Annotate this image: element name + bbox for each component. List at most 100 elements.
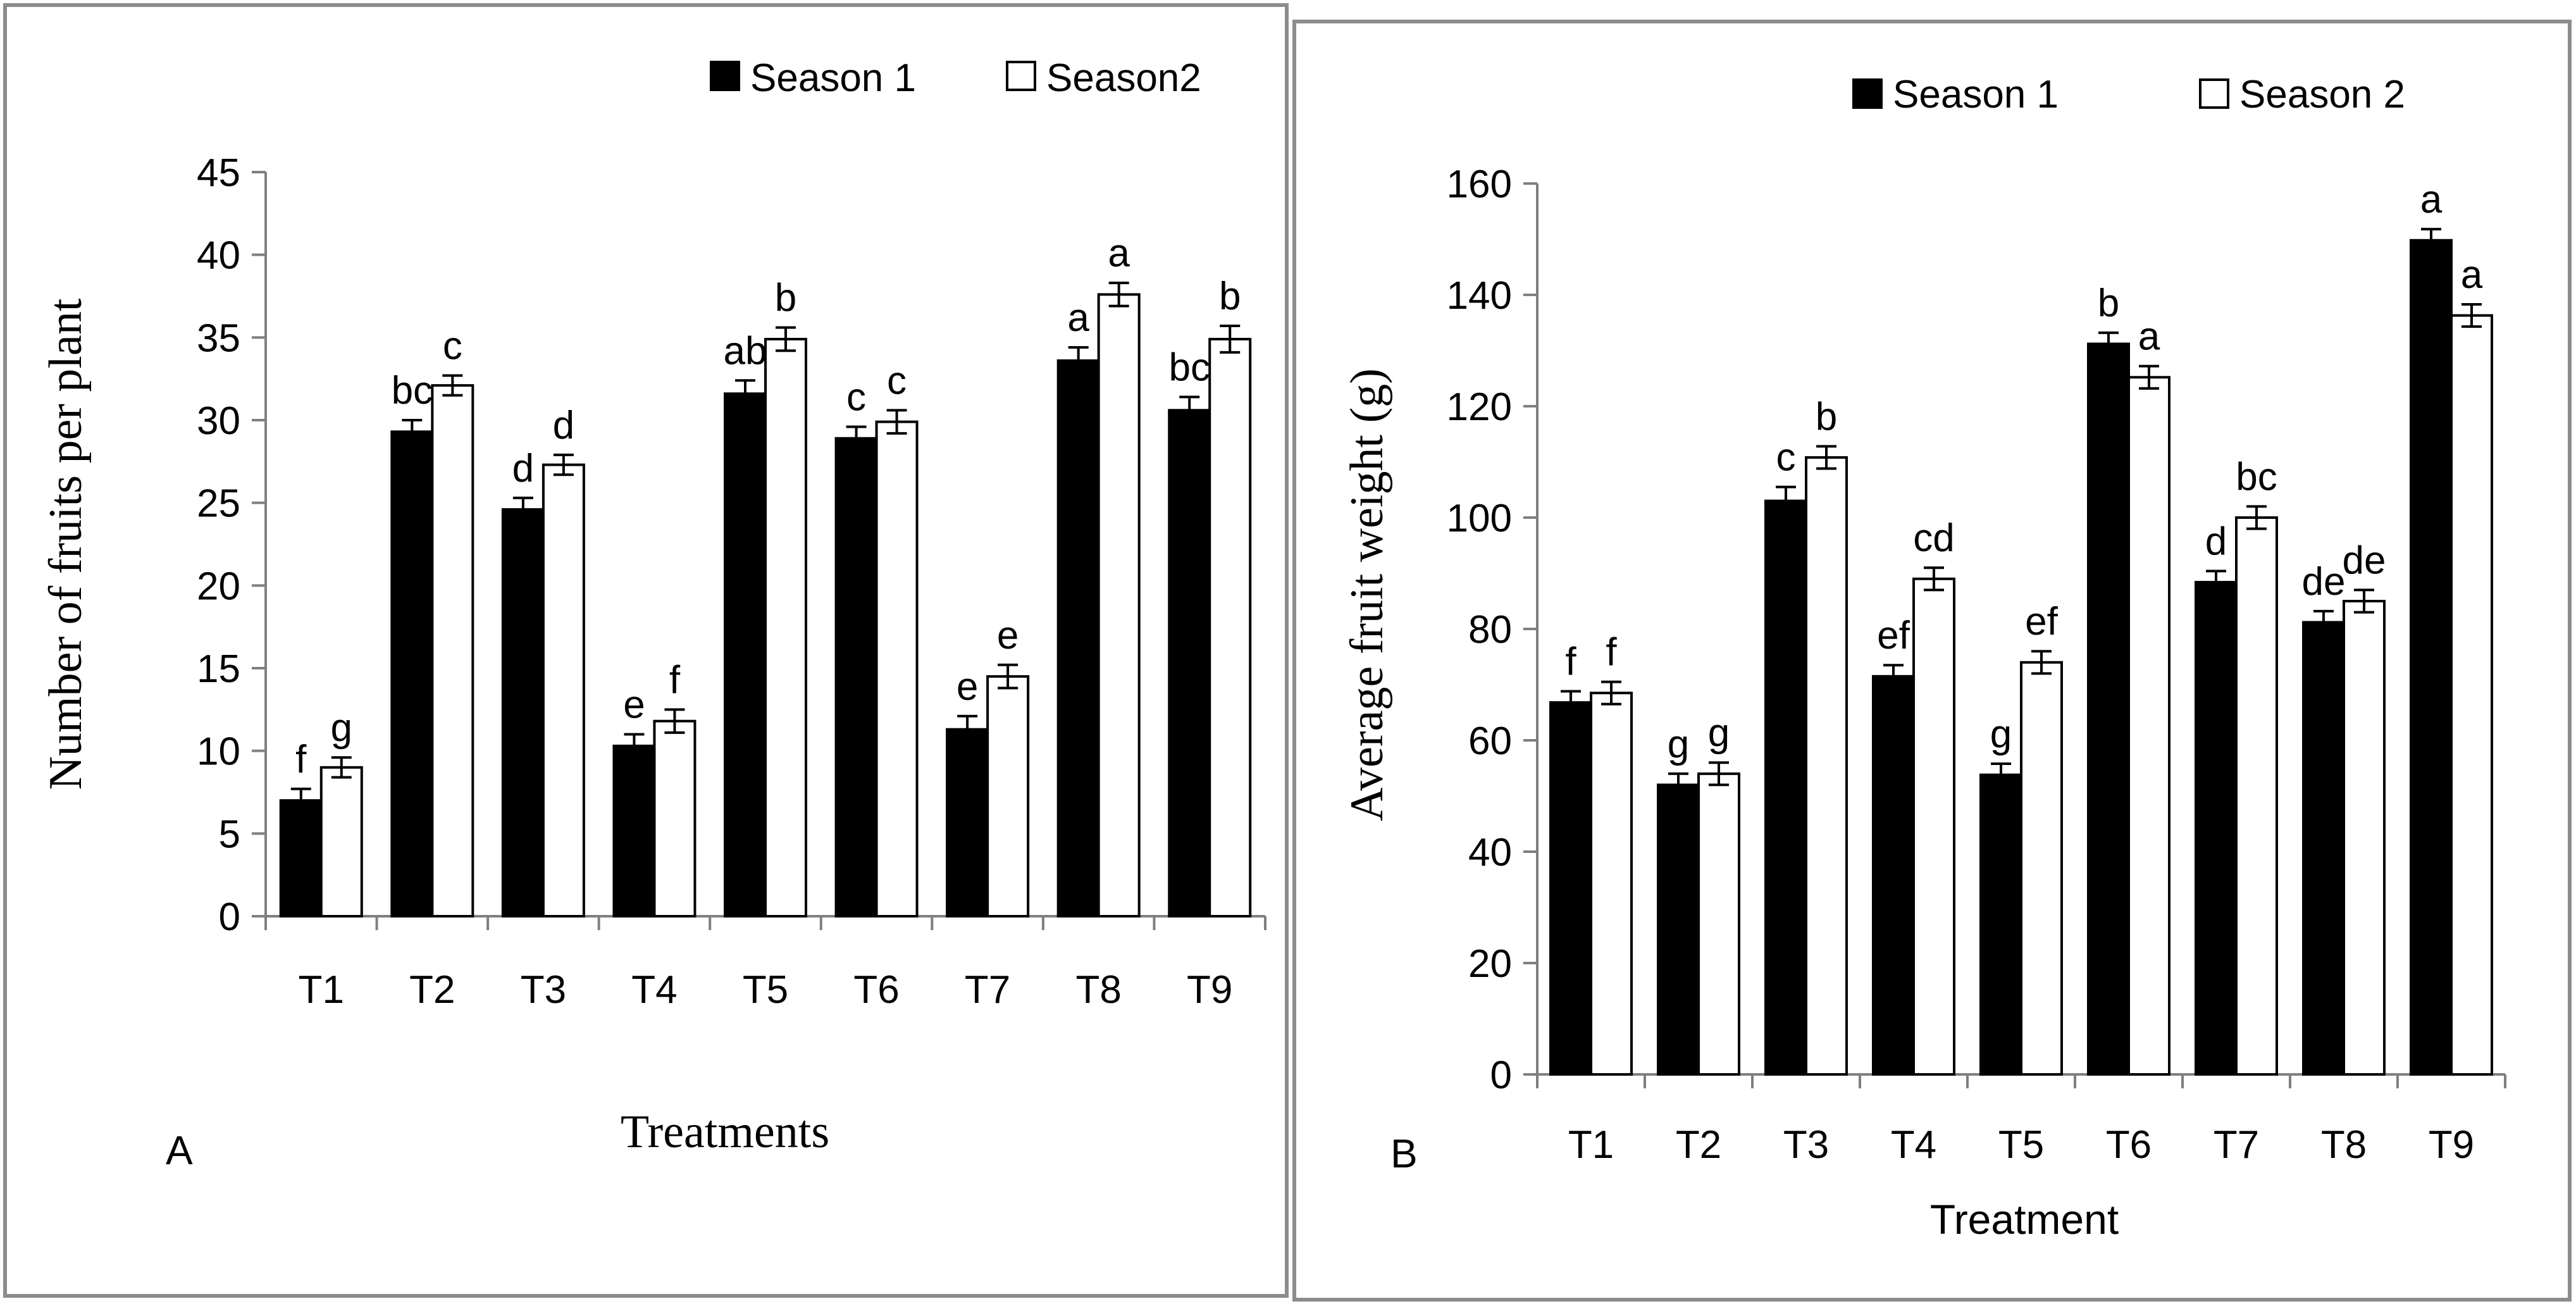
bar-season-1: [1872, 675, 1915, 1076]
significance-letter: bc: [392, 369, 433, 413]
bar-season-2: [319, 766, 363, 918]
y-tick-label: 10: [197, 730, 240, 774]
y-tick-label: 35: [197, 316, 240, 360]
bar-season-2: [764, 337, 807, 917]
significance-letter: ef: [2025, 600, 2058, 644]
x-tick-label: T3: [1783, 1123, 1829, 1167]
x-tick-label: T2: [1676, 1123, 1721, 1167]
y-tick-label: 5: [219, 812, 240, 856]
y-tick-label: 15: [197, 647, 240, 691]
x-axis-title: Treatment: [1930, 1196, 2119, 1243]
y-tick-label: 140: [1447, 274, 1512, 318]
y-tick-label: 40: [1468, 831, 1512, 874]
legend-label-1: Season 1: [750, 56, 916, 100]
x-tick-label: T7: [965, 968, 1010, 1012]
bar-season-1: [2410, 239, 2453, 1076]
significance-letter: c: [1776, 436, 1796, 480]
significance-letter: c: [846, 375, 866, 419]
y-tick-label: 160: [1447, 163, 1512, 206]
x-tick-label: T5: [1998, 1123, 2044, 1167]
significance-letter: cd: [1913, 516, 1954, 560]
x-tick-label: T1: [1568, 1123, 1614, 1167]
y-axis-title: Average fruit weight (g): [1341, 368, 1393, 821]
x-tick-label: T8: [1075, 968, 1121, 1012]
significance-letter: d: [553, 404, 574, 447]
bar-season-1: [834, 437, 878, 917]
significance-letter: a: [2420, 178, 2443, 221]
bar-season-2: [875, 420, 919, 917]
significance-letter: g: [1990, 712, 2012, 756]
legend-label-2: Season 2: [2239, 73, 2405, 116]
significance-letter: e: [623, 683, 645, 727]
x-tick-label: T2: [409, 968, 455, 1012]
y-tick-label: 0: [219, 895, 240, 939]
significance-letter: bc: [1168, 345, 1210, 389]
significance-letter: d: [2205, 519, 2227, 563]
bar-season-1: [390, 430, 434, 917]
y-tick-label: 0: [1490, 1054, 1512, 1097]
bar-season-2: [1208, 337, 1252, 917]
y-tick-label: 20: [1468, 942, 1512, 986]
x-tick-label: T8: [2321, 1123, 2367, 1167]
significance-letter: b: [1816, 395, 1837, 438]
y-tick-label: 45: [197, 151, 240, 195]
significance-letter: de: [2302, 560, 2346, 604]
y-tick-label: 40: [197, 234, 240, 278]
legend-swatch-2: [2199, 78, 2229, 109]
panel-label: B: [1390, 1131, 1418, 1176]
y-axis-title: Number of fruits per plant: [40, 298, 92, 790]
y-tick-label: 120: [1447, 385, 1512, 429]
bar-season-1: [1764, 499, 1807, 1076]
significance-letter: de: [2343, 538, 2386, 582]
y-tick-label: 100: [1447, 497, 1512, 540]
bar-season-2: [542, 463, 585, 917]
significance-letter: ab: [724, 329, 767, 373]
x-tick-label: T6: [2106, 1123, 2152, 1167]
y-tick-label: 30: [197, 399, 240, 443]
significance-letter: f: [295, 738, 307, 781]
bar-season-2: [2020, 661, 2063, 1076]
significance-letter: g: [1708, 711, 1730, 755]
significance-letter: b: [2098, 282, 2119, 325]
significance-letter: d: [512, 447, 534, 490]
bar-season-1: [2302, 621, 2345, 1076]
bar-season-2: [653, 719, 697, 918]
bar-season-2: [1912, 577, 1955, 1076]
y-tick-label: 20: [197, 564, 240, 608]
bar-season-1: [1549, 701, 1592, 1076]
significance-letter: f: [1606, 631, 1617, 675]
bar-season-2: [1697, 772, 1740, 1076]
bar-season-2: [986, 675, 1030, 917]
significance-letter: a: [2461, 253, 2483, 297]
x-tick-label: T4: [631, 968, 677, 1012]
bar-season-2: [431, 384, 474, 917]
legend-swatch-1: [1852, 78, 1883, 109]
significance-letter: g: [331, 706, 352, 750]
bar-season-2: [1805, 456, 1848, 1076]
x-tick-label: T9: [2429, 1123, 2474, 1167]
significance-letter: b: [1219, 275, 1241, 318]
x-axis-title: Treatments: [621, 1106, 829, 1158]
bar-season-1: [724, 392, 767, 917]
significance-letter: b: [775, 277, 796, 320]
significance-letter: ef: [1877, 614, 1910, 657]
bar-season-2: [2343, 600, 2386, 1076]
bar-season-1: [2087, 342, 2130, 1076]
y-tick-label: 80: [1468, 608, 1512, 652]
legend-label-2: Season2: [1046, 56, 1201, 100]
bar-season-1: [2195, 581, 2238, 1076]
significance-letter: c: [443, 324, 462, 368]
significance-letter: f: [1565, 640, 1576, 684]
bar-season-1: [1168, 409, 1211, 917]
significance-letter: a: [1067, 296, 1089, 340]
bar-season-1: [501, 508, 545, 917]
legend-swatch-2: [1006, 61, 1036, 91]
panel-b-frame: [1292, 20, 2572, 1302]
bar-season-2: [1097, 293, 1141, 917]
significance-letter: e: [957, 665, 978, 709]
y-tick-label: 60: [1468, 719, 1512, 763]
chart-b: 0 20 40 60 80 100 120 140 160 T1 T2 T3 T4 T5 T6 T7 T8 T9 f…: [1341, 73, 2506, 1243]
bar-season-2: [1590, 692, 1633, 1076]
